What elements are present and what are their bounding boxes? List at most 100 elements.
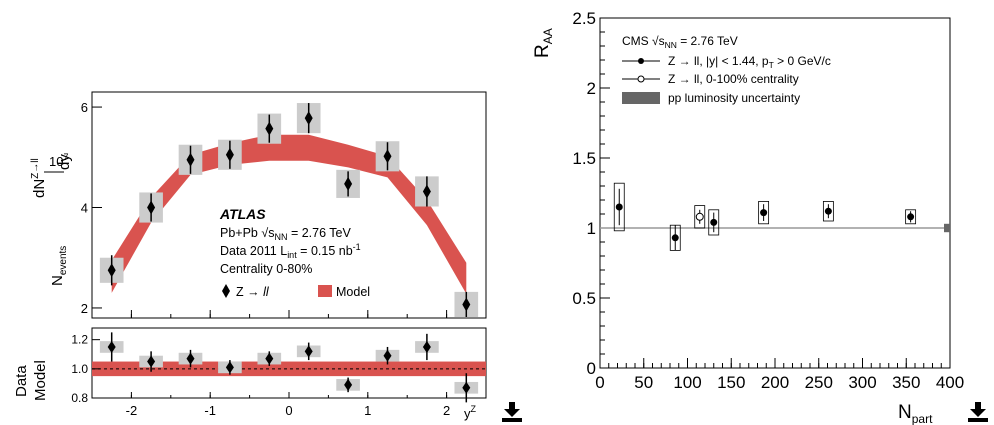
ratio-ytick-label: 1.2 xyxy=(71,333,88,347)
cms-ytick-label: 1.5 xyxy=(572,149,596,168)
legend-model-label: Model xyxy=(336,285,370,299)
atlas-panel: -2 -1 0 1 2 2 4 6 0.8 1.0 1.2 107 Nevents dNZ→ll d… xyxy=(13,91,524,424)
cms-xtick-label: 150 xyxy=(717,373,745,392)
ratio-ytick-label: 1.0 xyxy=(71,362,88,376)
cms-filled-point xyxy=(907,213,915,221)
cms-open-point xyxy=(695,212,704,221)
cms-ylabel: RAA xyxy=(532,28,555,58)
main-ytick-label: 2 xyxy=(81,301,88,316)
ratio-point xyxy=(422,340,431,353)
download-arrow[interactable] xyxy=(970,402,986,417)
ylabel-dy: dy xyxy=(56,154,73,170)
atlas-annotation: ATLAS Pb+Pb √sNN = 2.76 TeV Data 2011 Li… xyxy=(219,206,370,299)
cms-syst-box xyxy=(822,200,834,222)
atlas-line1: Pb+Pb √sNN = 2.76 TeV xyxy=(220,226,351,242)
data-point xyxy=(265,121,274,136)
legend-open-label: Z → ll, 0-100% centrality xyxy=(668,72,799,86)
download-icon[interactable] xyxy=(500,400,524,424)
legend-filled-label: Z → ll, |y| < 1.44, pT > 0 GeV/c xyxy=(668,54,831,70)
cms-points-group xyxy=(600,182,950,251)
cms-xtick-label: 350 xyxy=(892,373,920,392)
legend-diamond-marker xyxy=(222,284,230,298)
ratio-point xyxy=(186,352,195,365)
atlas-ratio-ylabel: Data Model xyxy=(13,360,49,401)
cms-axes-group: 0 50 100 150 200 250 300 350 400 0 0.5 1 1.5 2 2.5 xyxy=(572,9,964,392)
ratio-point xyxy=(265,352,274,365)
ratio-point xyxy=(462,381,471,394)
download-icon[interactable] xyxy=(966,400,990,424)
cms-legend-title: CMS √sNN = 2.76 TeV xyxy=(622,34,738,50)
cms-filled-point xyxy=(615,203,623,211)
ratio-point xyxy=(383,349,392,362)
ratio-point xyxy=(107,340,116,353)
cms-syst-box xyxy=(758,200,770,225)
cms-ytick-label: 2 xyxy=(587,79,596,98)
data-point xyxy=(225,147,234,162)
atlas-points-group xyxy=(99,103,479,317)
data-point xyxy=(186,152,195,167)
data-point xyxy=(107,263,116,278)
legend-open-marker xyxy=(637,75,645,83)
atlas-axes-group: -2 -1 0 1 2 2 4 6 0.8 1.0 1.2 xyxy=(71,100,487,418)
cms-xtick-label: 0 xyxy=(595,373,604,392)
ratio-point xyxy=(225,361,234,374)
data-point xyxy=(422,184,431,199)
cms-filled-point xyxy=(824,207,832,215)
cms-ytick-label: 0 xyxy=(587,359,596,378)
legend-lumi-swatch xyxy=(622,92,660,104)
main-ytick-label: 4 xyxy=(81,201,88,216)
ylabel-nevents: Nevents xyxy=(49,246,69,286)
legend-model-swatch xyxy=(318,285,332,297)
ratio-ylabel-model: Model xyxy=(32,360,49,401)
download-tray[interactable] xyxy=(968,418,988,422)
xtick-label: 1 xyxy=(364,403,371,418)
lumi-box xyxy=(944,223,950,233)
cms-syst-box xyxy=(905,209,917,225)
cms-xtick-label: 250 xyxy=(805,373,833,392)
cms-filled-point xyxy=(671,234,679,242)
ratio-point xyxy=(344,378,353,391)
download-tray[interactable] xyxy=(502,418,522,422)
data-point xyxy=(462,297,471,312)
cms-syst-box xyxy=(708,209,720,236)
ratio-point xyxy=(304,345,313,358)
cms-filled-point xyxy=(710,218,718,226)
data-point xyxy=(304,111,313,126)
atlas-title: ATLAS xyxy=(219,206,266,222)
cms-panel: 0 50 100 150 200 250 300 350 400 0 0.5 1 1.5 2 2.5 RAA… xyxy=(532,9,990,425)
xtick-label: 2 xyxy=(443,403,450,418)
ratio-points-group xyxy=(99,332,479,403)
cms-xtick-label: 400 xyxy=(936,373,964,392)
ratio-ytick-label: 0.8 xyxy=(71,391,88,405)
main-ytick-label: 6 xyxy=(81,100,88,115)
legend-lumi-label: pp luminosity uncertainty xyxy=(668,91,800,105)
cms-xtick-label: 100 xyxy=(673,373,701,392)
cms-open-syst-box xyxy=(694,205,706,229)
cms-xlabel: Npart xyxy=(898,402,933,425)
ratio-point xyxy=(147,355,156,368)
cms-frame xyxy=(599,17,951,369)
cms-xtick-label: 300 xyxy=(848,373,876,392)
model-band-group xyxy=(111,134,467,294)
cms-syst-box xyxy=(613,182,625,232)
atlas-ylabel: 107 Nevents dNZ→ll dy xyxy=(30,152,73,286)
cms-xtick-label: 200 xyxy=(761,373,789,392)
data-point xyxy=(383,149,392,164)
cms-filled-point xyxy=(760,209,768,217)
cms-ytick-label: 0.5 xyxy=(572,289,596,308)
model-band xyxy=(111,134,467,294)
cms-legend: CMS √sNN = 2.76 TeV Z → ll, |y| < 1.44, … xyxy=(622,34,831,105)
cms-xtick-label: 50 xyxy=(634,373,653,392)
xtick-label: 0 xyxy=(285,403,292,418)
atlas-xlabel: yZ xyxy=(464,404,477,421)
atlas-line3: Centrality 0-80% xyxy=(220,262,312,276)
cms-ytick-label: 1 xyxy=(587,219,596,238)
legend-data-label: Z → ll xyxy=(236,285,270,299)
atlas-line2: Data 2011 Lint = 0.15 nb-1 xyxy=(220,242,361,260)
xtick-label: -1 xyxy=(204,403,216,418)
cms-ytick-label: 2.5 xyxy=(572,9,596,28)
legend-filled-marker xyxy=(638,58,644,64)
xtick-label: -2 xyxy=(126,403,138,418)
download-arrow[interactable] xyxy=(504,402,520,417)
